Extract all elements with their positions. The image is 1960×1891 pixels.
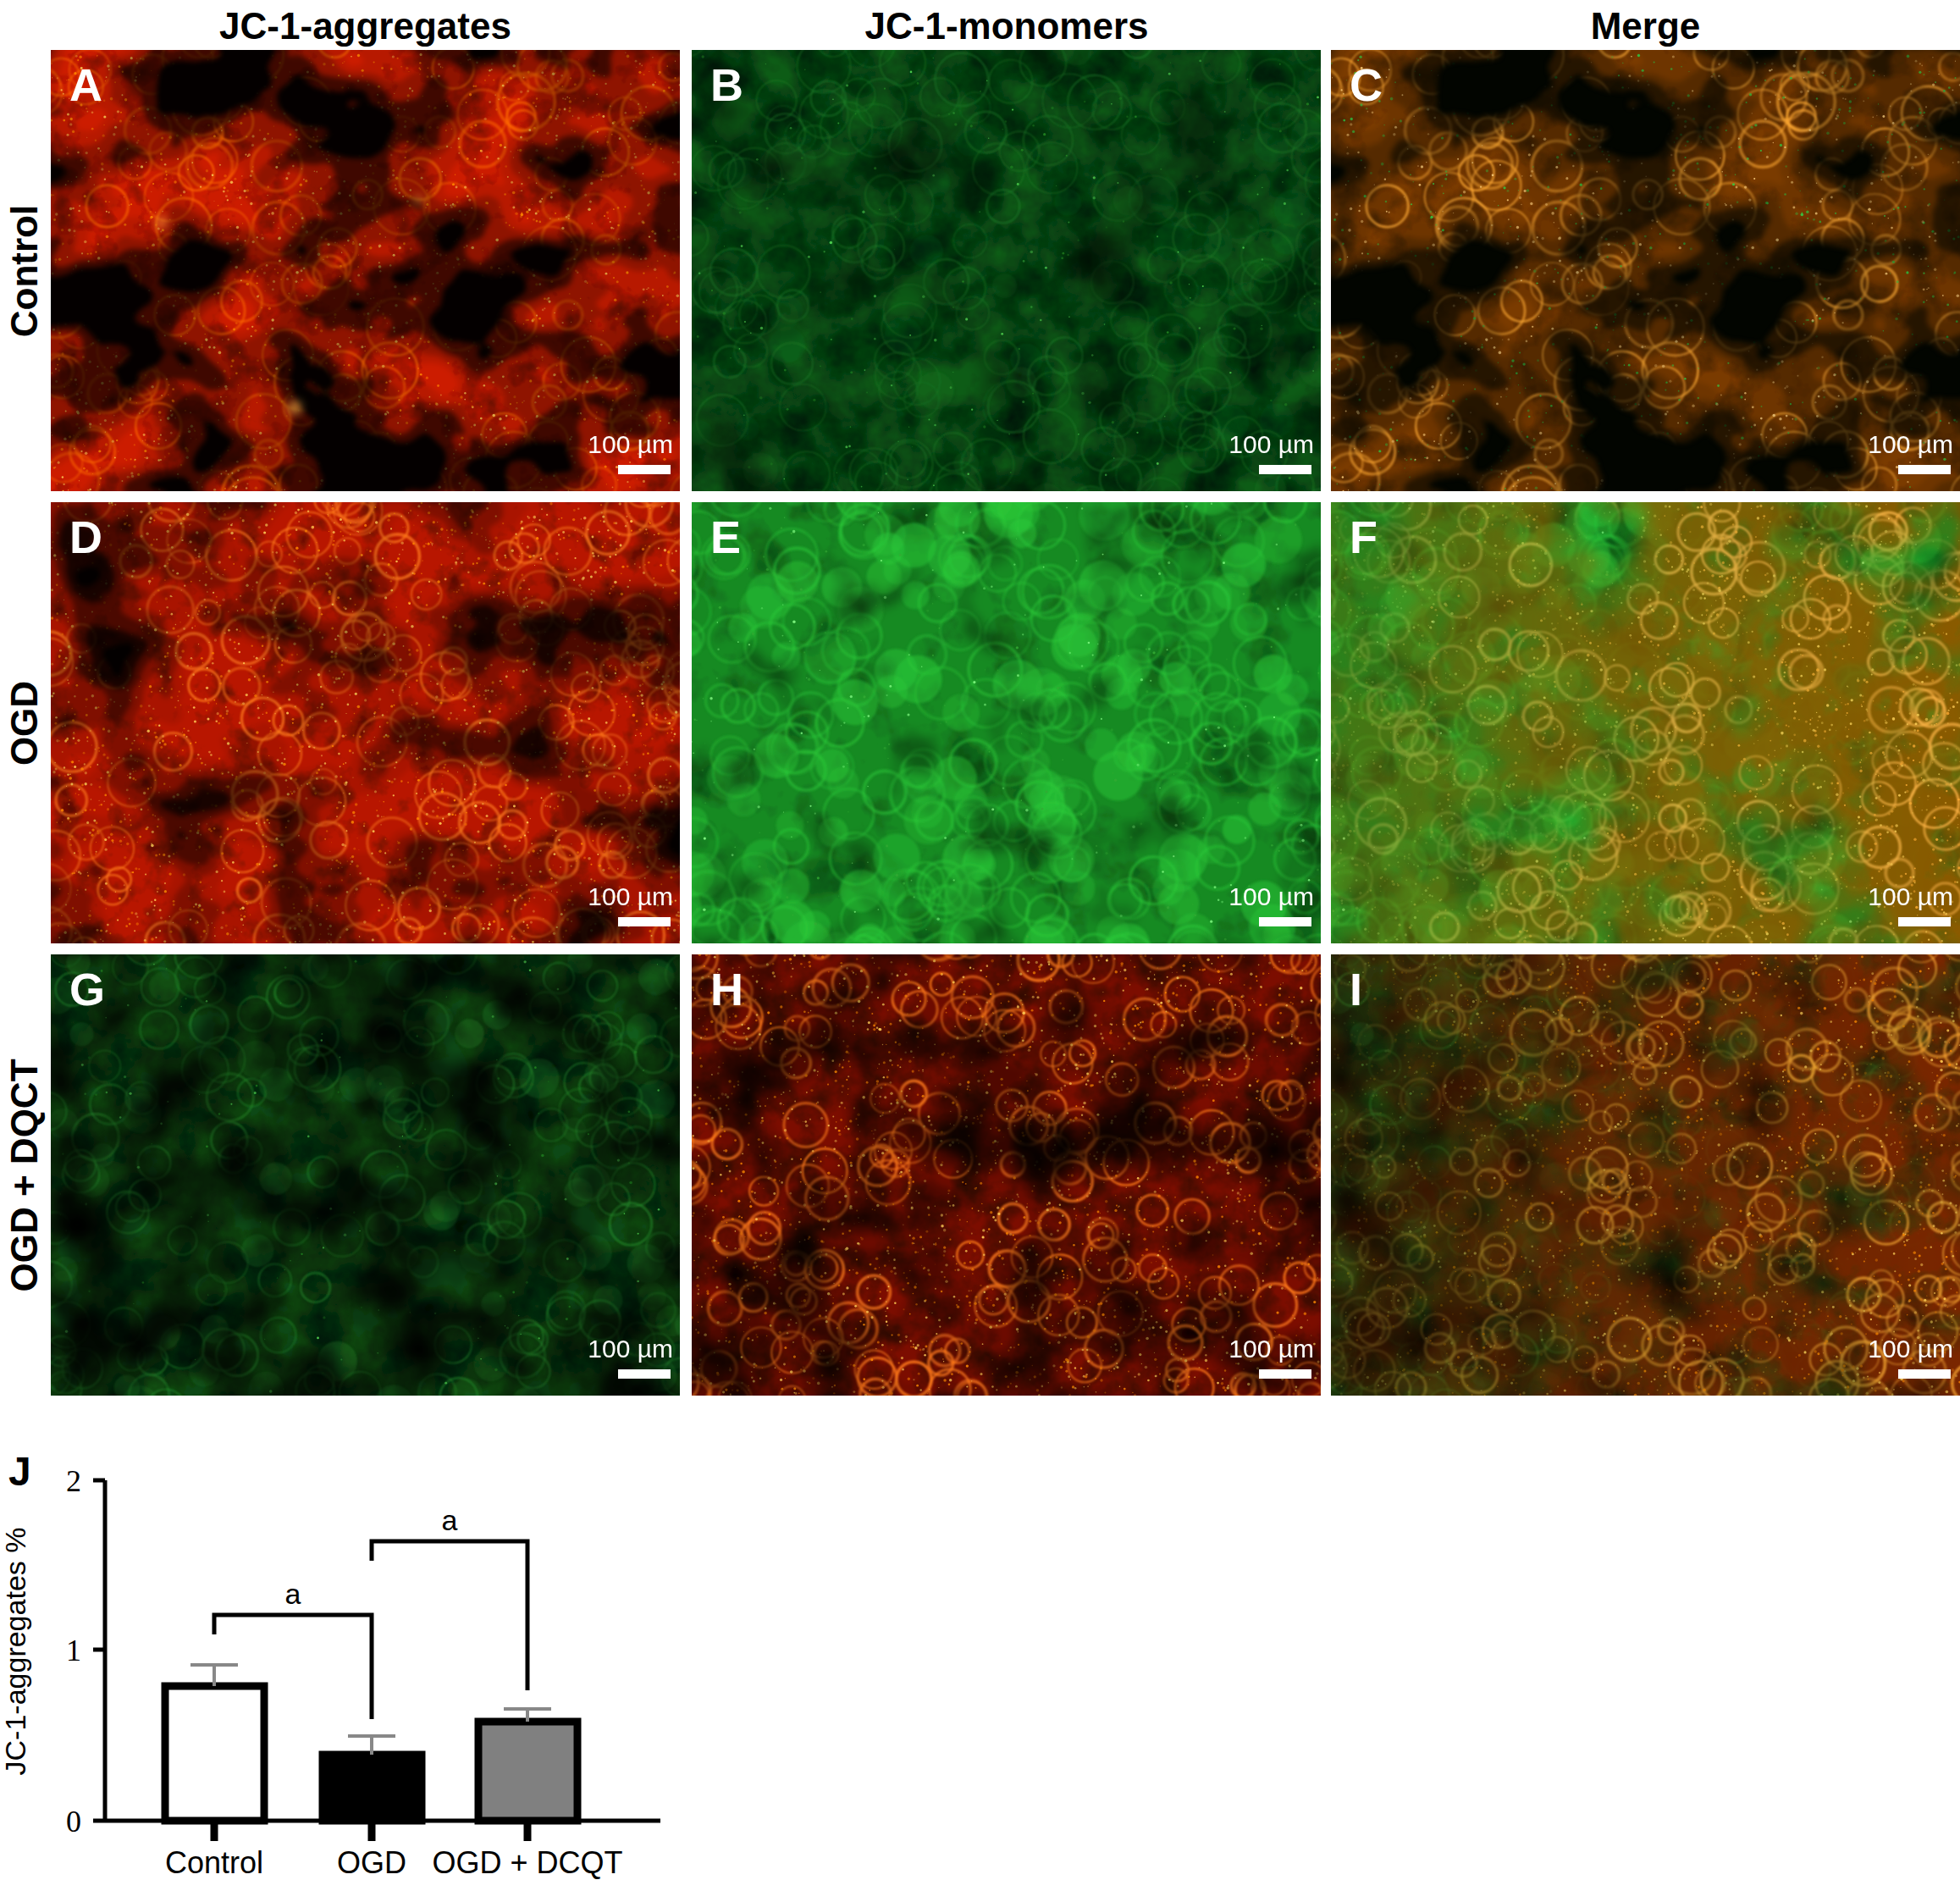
svg-text:1: 1 bbox=[66, 1634, 81, 1667]
svg-text:Control: Control bbox=[165, 1845, 263, 1880]
svg-text:JC-1-aggregates %: JC-1-aggregates % bbox=[0, 1528, 31, 1776]
svg-text:0: 0 bbox=[66, 1805, 81, 1838]
svg-text:OGD: OGD bbox=[337, 1845, 406, 1880]
svg-text:a: a bbox=[442, 1504, 458, 1536]
svg-text:a: a bbox=[285, 1578, 301, 1610]
svg-text:2: 2 bbox=[66, 1464, 81, 1498]
svg-text:OGD + DCQT: OGD + DCQT bbox=[432, 1845, 622, 1880]
